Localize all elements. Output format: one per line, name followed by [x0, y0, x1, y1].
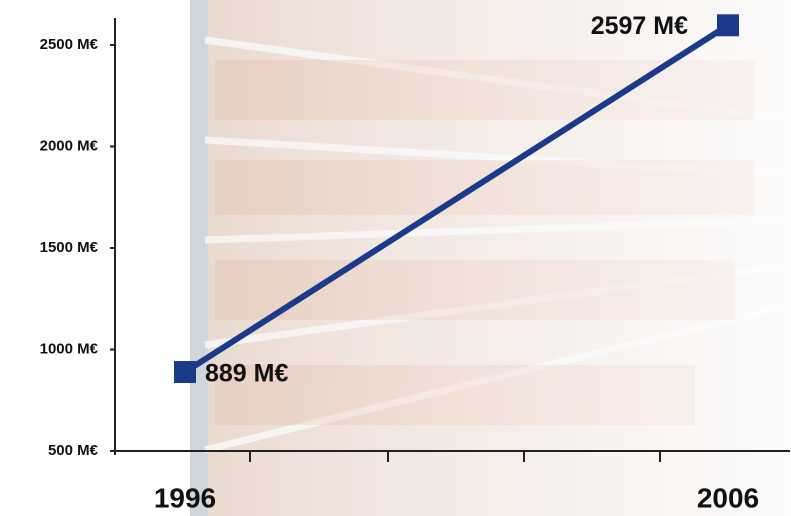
y-tick-label: 1000 M€ — [40, 340, 99, 357]
value-label: 2597 M€ — [591, 12, 688, 40]
x-axis-ticks — [249, 451, 661, 462]
marker — [717, 14, 739, 37]
y-tick-label: 2000 M€ — [40, 137, 99, 154]
value-label: 889 M€ — [205, 360, 288, 388]
marker — [174, 361, 196, 384]
line — [183, 22, 730, 375]
y-tick-label: 500 M€ — [48, 442, 99, 459]
x-tick-label: 1996 — [154, 482, 216, 513]
x-tick-label: 2006 — [697, 482, 759, 513]
y-tick-label: 2500 M€ — [40, 36, 99, 53]
y-tick-label: 1500 M€ — [40, 239, 99, 256]
background-photo — [190, 0, 791, 516]
